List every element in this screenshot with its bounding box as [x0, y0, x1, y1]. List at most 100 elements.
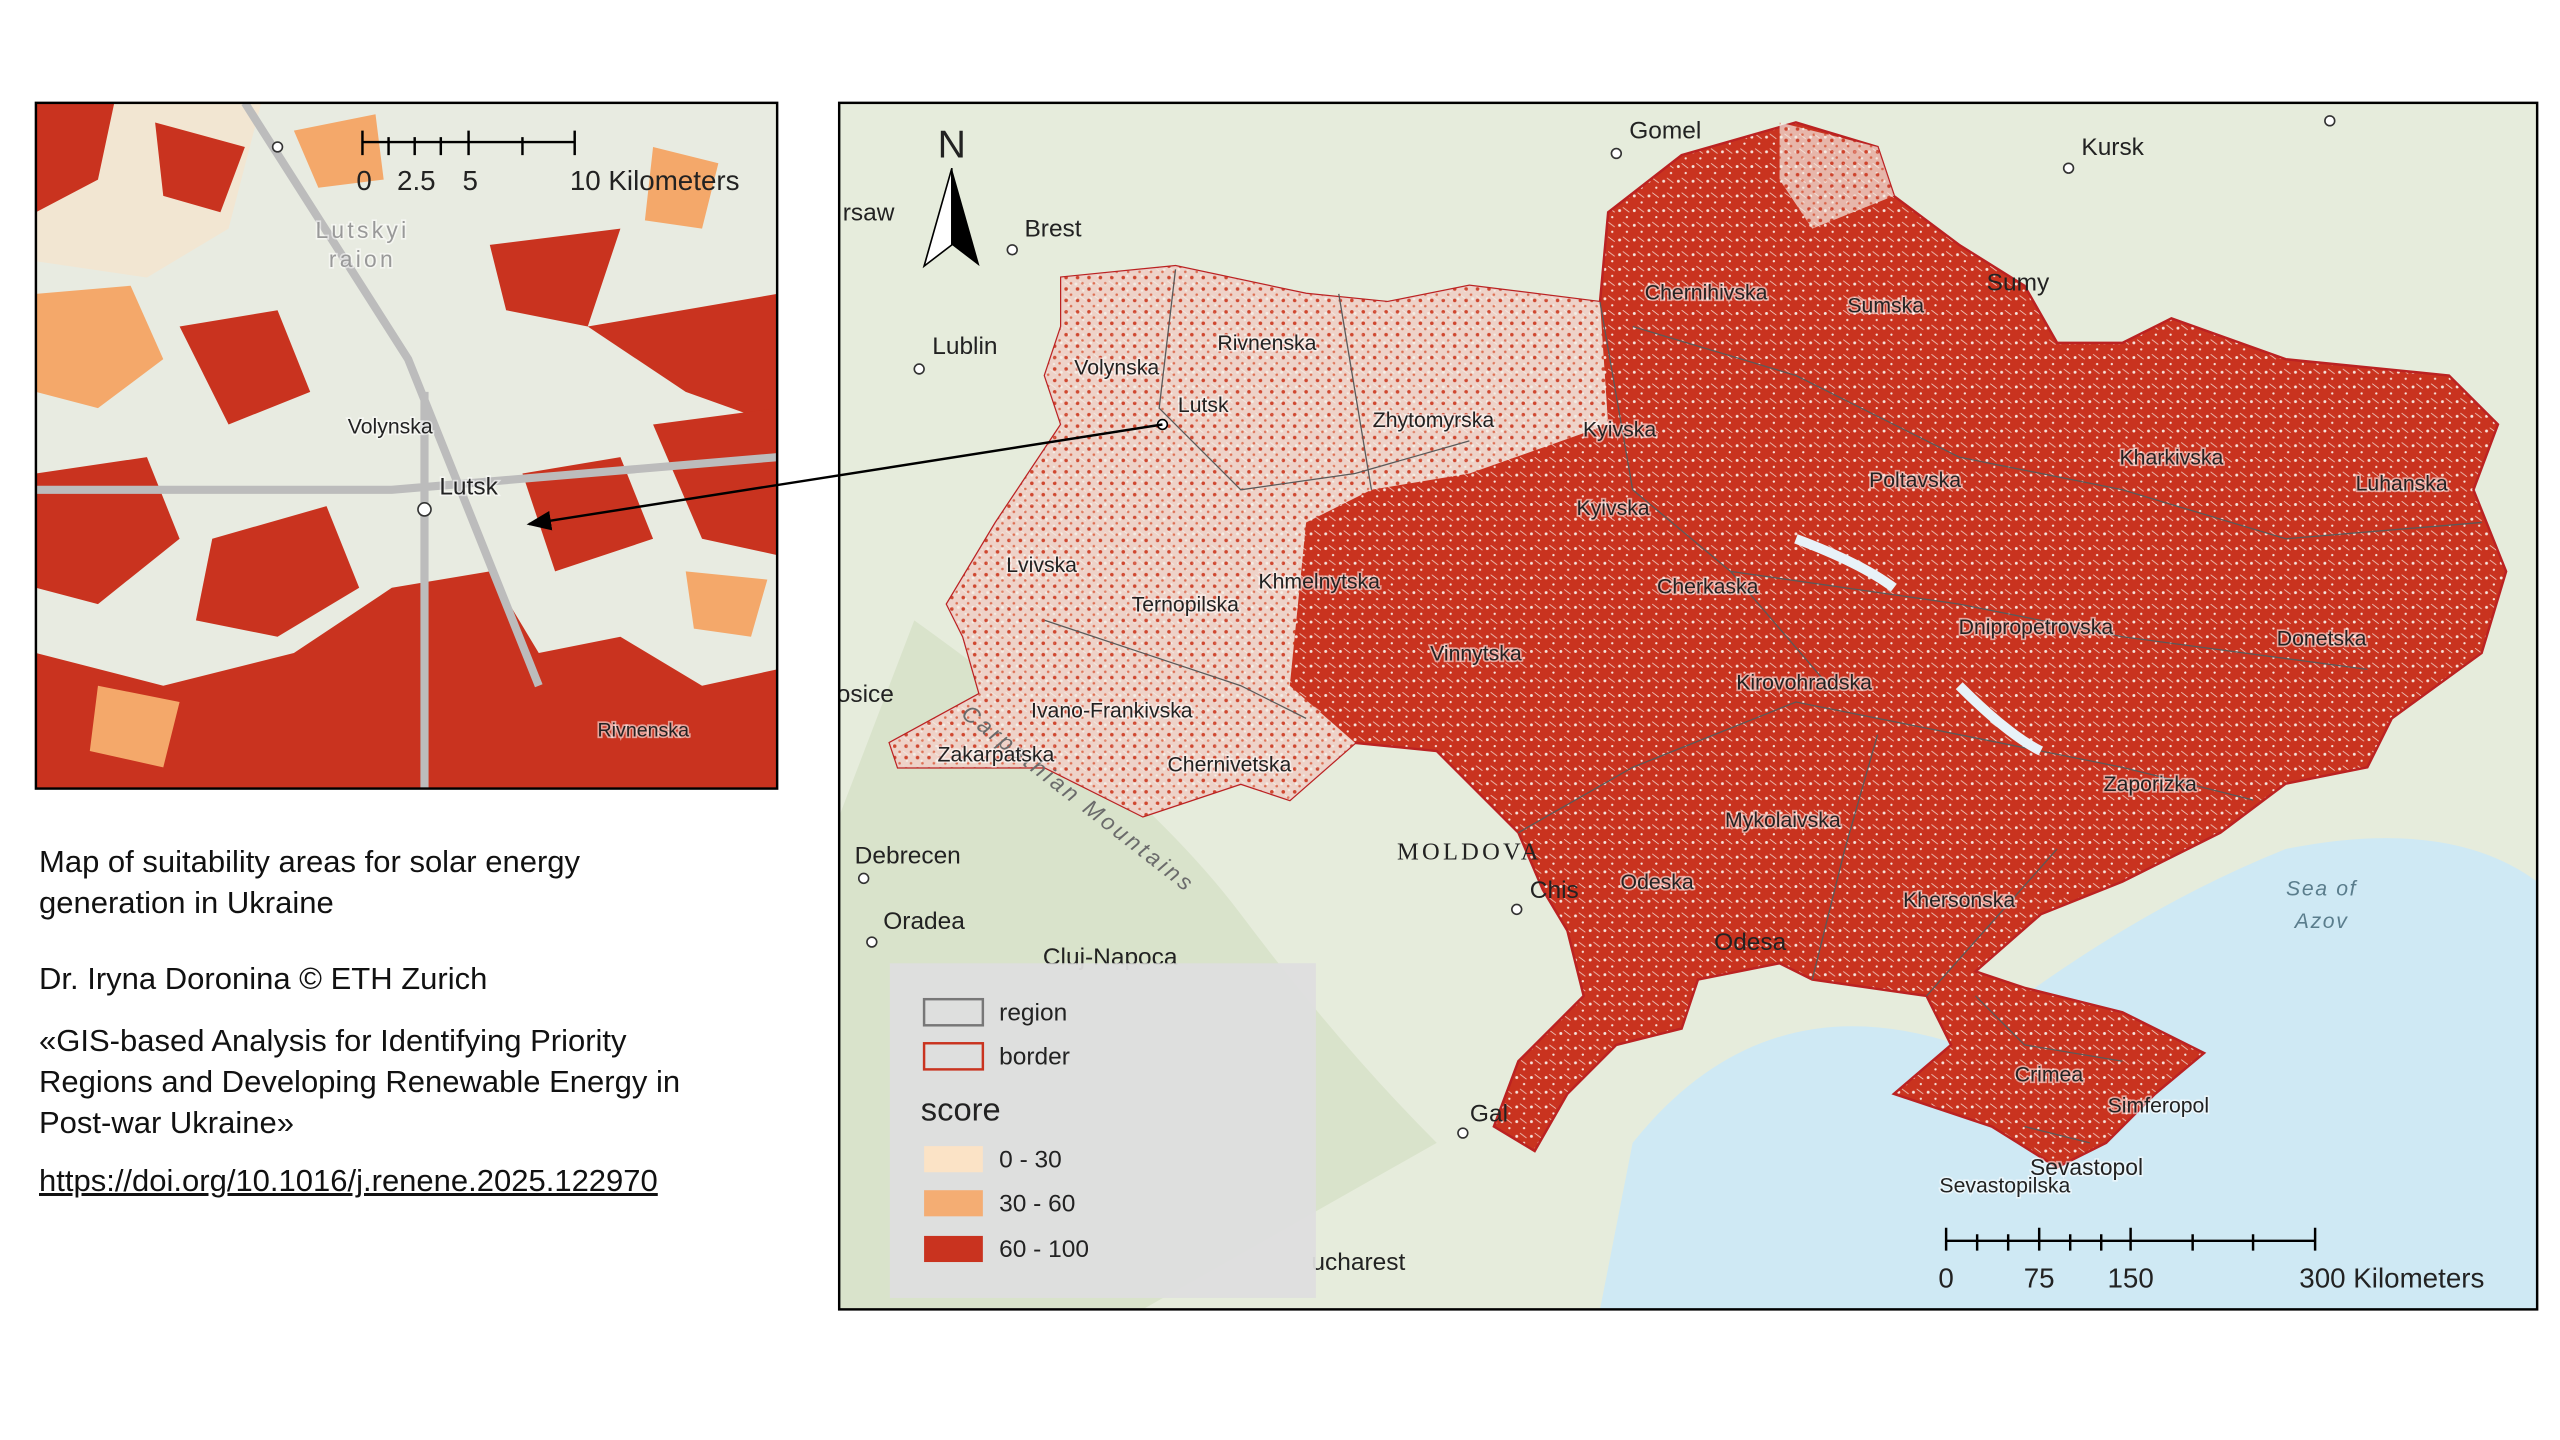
region-label: Ternopilska [1132, 593, 1240, 616]
map-shape [271, 141, 284, 153]
inset-map: 0 2.5 5 10 Kilometers Lutskyi raion Voly… [35, 102, 778, 789]
map-shape [35, 102, 115, 213]
regions: Volynska Rivnenska Lutsk Zhytomyrska Che… [936, 280, 2450, 1199]
place-label: MOLDOVA [1397, 839, 1542, 866]
legend-label: 30 - 60 [999, 1190, 1075, 1217]
region-label: Ivano-Frankivska [1031, 699, 1193, 722]
place-label: Brest [1024, 216, 1081, 243]
doi-link[interactable]: https://doi.org/10.1016/j.renene.2025.12… [39, 1163, 658, 1198]
map-shape [361, 130, 576, 156]
region-label: Zakarpatska [938, 744, 1055, 767]
place-label: Odesa [1714, 929, 1786, 956]
map-shape [1794, 534, 2044, 756]
caption-title: Map of suitability areas for solar energ… [39, 841, 580, 923]
scale-label: 0 [1938, 1262, 1953, 1293]
region-label: Kharkivska [2120, 446, 2224, 469]
inset-scale-label: 0 [356, 165, 371, 196]
scale-label: 300 Kilometers [2299, 1262, 2484, 1293]
scale-bar: 0 75 150 300 Kilometers [1938, 1227, 2484, 1293]
map-shape [587, 293, 778, 425]
place-label: Debrecen [855, 843, 961, 870]
map-shape [2062, 162, 2075, 174]
legend-label: border [999, 1043, 1070, 1070]
region-label: Vinnytska [1430, 642, 1522, 665]
caption-doi: https://doi.org/10.1016/j.renene.2025.12… [39, 1160, 658, 1201]
region-label: Kirovohradska [1736, 672, 1872, 695]
main-map: N Gomel Kursk Brest Lublin rsaw Sumy Deb… [837, 102, 2538, 1310]
map-shape [35, 571, 778, 789]
region-label: Donetska [2277, 628, 2367, 651]
scale-label: 75 [2024, 1262, 2055, 1293]
place-label: Sevastopol [2030, 1154, 2143, 1180]
place-label: Gomel [1629, 118, 1701, 145]
region-label: Sumska [1847, 295, 1924, 318]
region-label: Luhanska [2356, 473, 2448, 496]
region-label: Dnipropetrovska [1959, 616, 2114, 639]
map-shape [2324, 115, 2336, 127]
region-label: Kyivska [1577, 497, 1650, 520]
main-frame [837, 101, 2539, 1311]
region-label: Volynska [1074, 357, 1159, 380]
legend-label: 0 - 30 [999, 1146, 1062, 1173]
region-label: Crimea [2015, 1064, 2084, 1087]
map-shape [1044, 269, 2482, 997]
region-label: Lvivska [1006, 554, 1077, 577]
inset-scale-label: 10 Kilometers [570, 165, 740, 196]
map-shape [913, 363, 925, 375]
inset-frame [34, 101, 779, 790]
caption-author: Dr. Iryna Doronina © ETH Zurich [39, 961, 488, 996]
map-shape [653, 408, 778, 556]
caption-line: generation in Ukraine [39, 885, 334, 920]
caption-line: Map of suitability areas for solar energ… [39, 844, 581, 879]
map-shape [35, 285, 164, 409]
inset-label: raion [329, 246, 396, 272]
region-label: Lutsk [1178, 394, 1229, 417]
region-label: Mykolaivska [1725, 809, 1841, 832]
map-shape [1779, 122, 1894, 229]
region-label: Zhytomyrska [1373, 409, 1495, 432]
sea-label: Sea of [2286, 877, 2358, 900]
place-label: Oradea [883, 908, 965, 935]
region-label: Rivnenska [1217, 332, 1316, 355]
region-label: Sevastopilska [1939, 1175, 2070, 1198]
place-label: osice [837, 681, 894, 708]
map-shape [1006, 244, 1018, 256]
region-label: Poltavska [1869, 469, 1961, 492]
map-shape [866, 936, 878, 948]
inset-label: Rivnenska [598, 720, 690, 742]
scale-label: 150 [2107, 1262, 2153, 1293]
map-shape [417, 502, 432, 517]
place-label: Kursk [2081, 134, 2144, 161]
legend-swatch [924, 1235, 983, 1263]
place-label: ucharest [1311, 1249, 1405, 1276]
legend-swatch [922, 997, 985, 1027]
region-label: Chernivetska [1167, 753, 1291, 776]
caption-line: Post-war Ukraine» [39, 1105, 294, 1140]
place-label: Chis [1530, 877, 1579, 904]
inset-label: Volynska [348, 415, 433, 438]
place-label: rsaw [843, 199, 895, 226]
north-label: N [938, 123, 966, 166]
caption-paper: «GIS-based Analysis for Identifying Prio… [39, 1020, 680, 1143]
map-shape [1457, 1127, 1469, 1139]
map-shape [889, 266, 1609, 817]
map-shape [155, 122, 621, 327]
map-shape [951, 168, 980, 267]
region-label: Cherkaska [1657, 575, 1759, 598]
legend-swatch [922, 1042, 985, 1071]
region-label: Khersonska [1903, 889, 2015, 912]
sea-label: Azov [2293, 910, 2349, 933]
place-label: Lublin [932, 333, 997, 360]
region-label: Zaporizka [2104, 773, 2197, 796]
inset-label: Lutsk [439, 474, 498, 501]
caption-line: «GIS-based Analysis for Identifying Prio… [39, 1023, 627, 1058]
legend-swatch [924, 1190, 983, 1217]
inset-scale-label: 5 [462, 165, 477, 196]
map-shape [89, 114, 384, 768]
legend-label: region [999, 999, 1067, 1026]
inset-label: Lutskyi [315, 217, 409, 243]
map-shape [644, 146, 768, 637]
region-label: Kyivska [1583, 419, 1656, 442]
